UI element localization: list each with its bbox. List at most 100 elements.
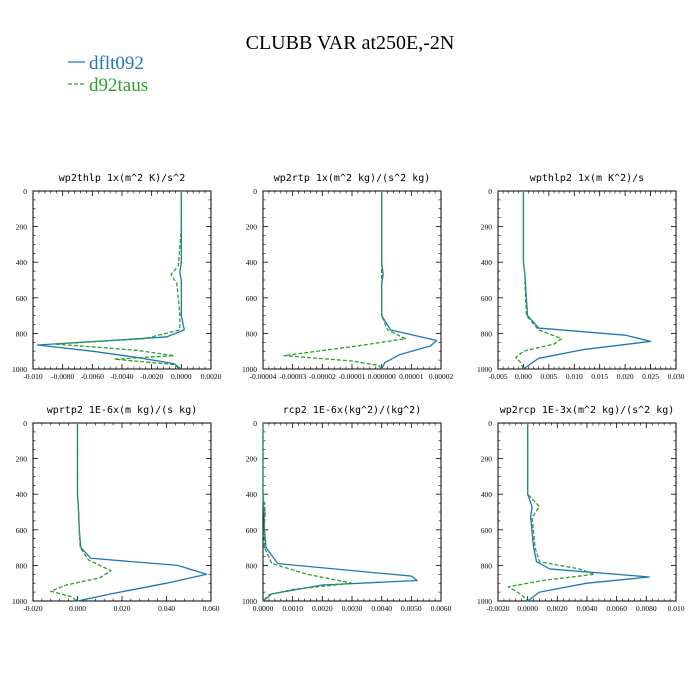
y-tick-label: 800 [481,561,493,570]
y-tick-label: 0 [23,187,27,196]
x-tick-label: 0.005 [540,372,557,381]
x-tick-label: 0.00002 [429,372,454,381]
legend-label-d92taus: d92taus [89,75,148,96]
y-tick-label: 800 [16,329,28,338]
x-tick-label: 0.030 [668,372,685,381]
y-tick-label: 400 [16,258,28,267]
x-tick-label: -0.010 [23,372,43,381]
x-tick-label: 0.015 [591,372,608,381]
y-tick-label: 800 [16,561,28,570]
figure-title: CLUBB VAR at250E,-2N [246,32,455,54]
x-tick-label: 0.0000 [171,372,192,381]
y-tick-label: 1000 [12,365,27,374]
x-tick-label: 0.00001 [399,372,424,381]
y-tick-label: 400 [246,490,258,499]
y-tick-label: 600 [16,526,28,535]
series-line-dflt092 [522,191,652,370]
y-tick-label: 1000 [477,597,492,606]
y-tick-label: 400 [16,490,28,499]
panels: wp2thlp 1x(m^2 K)/s^202004006008001000-0… [12,173,685,613]
plot-frame [262,190,442,370]
series-line-d92taus [50,423,112,602]
x-tick-label: 0.000 [69,604,86,613]
x-tick-label: 0.0020 [312,604,333,613]
series-line-dflt092 [527,423,650,602]
x-tick-label: 0.020 [617,372,634,381]
plot-frame [497,422,677,602]
y-tick-label: 400 [481,258,493,267]
panel-title: wpthlp2 1x(m K^2)/s [530,173,644,184]
x-tick-label: -0.0020 [486,604,509,613]
y-tick-label: 200 [16,455,28,464]
x-tick-label: 0.0060 [606,604,627,613]
y-tick-label: 400 [481,490,493,499]
x-tick-label: 0.060 [203,604,220,613]
y-tick-label: 1000 [242,365,257,374]
x-tick-label: 0.0000 [517,604,538,613]
y-tick-label: 0 [23,419,27,428]
series-line-dflt092 [262,423,418,602]
legend: dflt092 d92taus [68,53,148,96]
x-tick-label: 0.0080 [636,604,657,613]
chart-panel-2: wp2rtp 1x(m^2 kg)/(s^2 kg) 0 200 400 600 800 1… [242,173,453,381]
x-tick-label: 0.040 [158,604,175,613]
chart-panel-6: wp2rcp 1E-3x(m^2 kg)/(s^2 kg) 0 200 400 600 8… [477,405,685,613]
x-tick-label: 0.000 [515,372,532,381]
x-tick-label: 0.010 [668,604,685,613]
y-tick-label: 800 [481,329,493,338]
chart-panel-4: wprtp2 1E-6x(m kg)/(s kg) 0 200 400 600 800 10… [12,405,220,613]
chart-panel-5: rcp2 1E-6x(kg^2)/(kg^2) 0 200 400 600 800 1000… [242,405,452,613]
series-line-d92taus [515,191,563,370]
y-tick-label: 0 [488,187,492,196]
y-tick-label: 200 [246,223,258,232]
chart-panel-3: wpthlp2 1x(m K^2)/s 0 200 400 600 800 1000-0.0… [477,173,685,381]
x-tick-label: -0.00004 [250,372,277,381]
panel-title: wp2thlp 1x(m^2 K)/s^2 [59,173,185,184]
y-tick-label: 1000 [477,365,492,374]
x-tick-label: 0.0040 [577,604,598,613]
panel-title: wp2rtp 1x(m^2 kg)/(s^2 kg) [274,173,431,184]
y-tick-label: 800 [246,561,258,570]
x-tick-label: -0.00003 [279,372,306,381]
series-line-d92taus [507,423,596,602]
series-line-d92taus [262,423,353,602]
panel-title: wprtp2 1E-6x(m kg)/(s kg) [47,405,198,416]
y-tick-label: 200 [246,455,258,464]
x-tick-label: 0.0030 [342,604,363,613]
plot-frame [32,190,212,370]
series-line-d92taus [283,191,407,370]
x-tick-label: 0.0050 [401,604,422,613]
y-tick-label: 600 [481,526,493,535]
x-tick-label: 0.000000 [368,372,396,381]
x-tick-label: 0.025 [642,372,659,381]
x-tick-label: -0.0060 [81,372,104,381]
x-tick-label: 0.010 [566,372,583,381]
y-tick-label: 400 [246,258,258,267]
y-tick-label: 600 [481,294,493,303]
x-tick-label: -0.020 [23,604,43,613]
x-tick-label: -0.0080 [51,372,74,381]
y-tick-label: 0 [253,419,257,428]
x-tick-label: -0.0040 [110,372,133,381]
y-tick-label: 600 [246,526,258,535]
legend-label-dflt092: dflt092 [89,53,144,74]
chart-panel-1: wp2thlp 1x(m^2 K)/s^202004006008001000-0… [12,173,222,381]
plot-frame [32,422,212,602]
y-tick-label: 200 [481,223,493,232]
x-tick-label: 0.0060 [431,604,452,613]
y-tick-label: 800 [246,329,258,338]
series-line-dflt092 [36,191,185,370]
y-tick-label: 1000 [242,597,257,606]
x-tick-label: 0.0000 [253,604,274,613]
x-tick-label: -0.005 [488,372,508,381]
panel-title: wp2rcp 1E-3x(m^2 kg)/(s^2 kg) [500,405,675,416]
y-tick-label: 600 [16,294,28,303]
y-tick-label: 200 [16,223,28,232]
y-tick-label: 600 [246,294,258,303]
x-tick-label: 0.0040 [371,604,392,613]
x-tick-label: 0.0020 [547,604,568,613]
x-tick-label: -0.00001 [339,372,366,381]
panel-title: rcp2 1E-6x(kg^2)/(kg^2) [283,405,421,416]
x-tick-label: -0.00002 [309,372,336,381]
